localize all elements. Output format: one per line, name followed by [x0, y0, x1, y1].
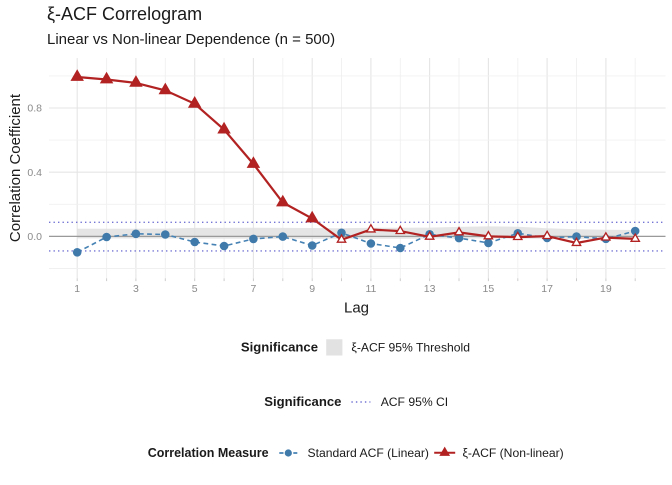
svg-text:Standard ACF (Linear): Standard ACF (Linear) [308, 446, 429, 460]
svg-text:Linear vs Non-linear Dependenc: Linear vs Non-linear Dependence (n = 500… [47, 31, 335, 48]
svg-text:ACF 95% CI: ACF 95% CI [381, 395, 448, 409]
svg-text:0.4: 0.4 [27, 167, 42, 179]
svg-text:11: 11 [365, 283, 376, 295]
svg-text:ξ-ACF 95% Threshold: ξ-ACF 95% Threshold [351, 341, 470, 355]
svg-text:Correlation Measure: Correlation Measure [148, 446, 269, 460]
svg-text:3: 3 [133, 283, 139, 295]
svg-text:Lag: Lag [344, 300, 369, 317]
svg-text:ξ-ACF Correlogram: ξ-ACF Correlogram [47, 4, 202, 24]
svg-text:Significance: Significance [241, 340, 318, 355]
svg-text:ξ-ACF (Non-linear): ξ-ACF (Non-linear) [463, 446, 564, 460]
svg-text:19: 19 [600, 283, 612, 295]
svg-text:13: 13 [424, 283, 436, 295]
svg-text:9: 9 [309, 283, 315, 295]
svg-text:1: 1 [74, 283, 80, 295]
svg-text:0.8: 0.8 [27, 103, 42, 115]
svg-text:17: 17 [541, 283, 553, 295]
svg-text:15: 15 [483, 283, 495, 295]
svg-text:Significance: Significance [264, 394, 341, 409]
svg-text:7: 7 [250, 283, 256, 295]
svg-text:Correlation Coefficient: Correlation Coefficient [7, 93, 24, 242]
svg-text:5: 5 [192, 283, 198, 295]
svg-text:0.0: 0.0 [27, 231, 42, 243]
